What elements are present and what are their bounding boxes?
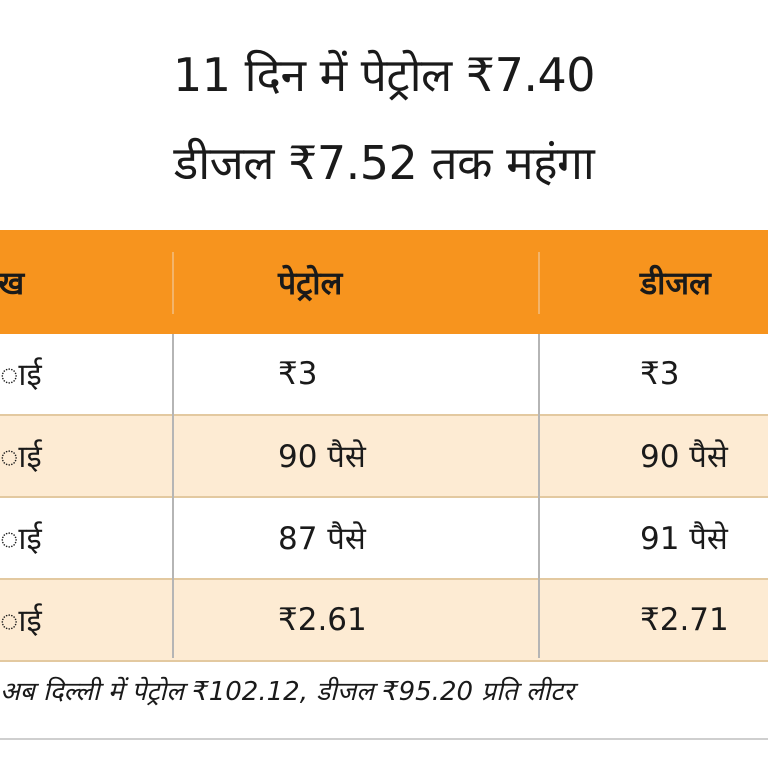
header-diesel: डीजल bbox=[640, 263, 711, 302]
column-divider bbox=[172, 334, 174, 658]
header-date: ख bbox=[0, 263, 25, 302]
column-divider bbox=[172, 252, 174, 314]
table-row: ाई 87 पैसे 91 पैसे bbox=[0, 498, 768, 580]
header-petrol: पेट्रोल bbox=[278, 263, 343, 302]
petrol-value: 90 पैसे bbox=[278, 439, 366, 475]
table-row: ाई ₹2.61 ₹2.71 bbox=[0, 580, 768, 662]
bottom-divider bbox=[0, 738, 768, 740]
petrol-value: ₹2.61 bbox=[278, 602, 367, 638]
diesel-value: ₹2.71 bbox=[640, 602, 729, 638]
table-header-row: ख पेट्रोल डीजल bbox=[0, 230, 768, 334]
row-label: ाई bbox=[0, 357, 42, 393]
table-row: ाई ₹3 ₹3 bbox=[0, 334, 768, 416]
row-label: ाई bbox=[0, 521, 42, 557]
headline-line-1: 11 दिन में पेट्रोल ₹7.40 bbox=[172, 48, 596, 102]
petrol-value: ₹3 bbox=[278, 356, 318, 392]
diesel-value: 91 पैसे bbox=[640, 521, 728, 557]
fuel-price-table: ख पेट्रोल डीजल ाई ₹3 ₹3 ाई 90 पैसे 90 पै… bbox=[0, 230, 768, 662]
row-label: ाई bbox=[0, 439, 42, 475]
footnote: अब दिल्ली में पेट्रोल ₹102.12, डीजल ₹95.… bbox=[0, 677, 575, 707]
diesel-value: ₹3 bbox=[640, 356, 680, 392]
column-divider bbox=[538, 334, 540, 658]
table-row: ाई 90 पैसे 90 पैसे bbox=[0, 416, 768, 498]
petrol-value: 87 पैसे bbox=[278, 521, 366, 557]
column-divider bbox=[538, 252, 540, 314]
row-label: ाई bbox=[0, 603, 42, 639]
diesel-value: 90 पैसे bbox=[640, 439, 728, 475]
headline-line-2: डीजल ₹7.52 तक महंगा bbox=[173, 136, 595, 190]
